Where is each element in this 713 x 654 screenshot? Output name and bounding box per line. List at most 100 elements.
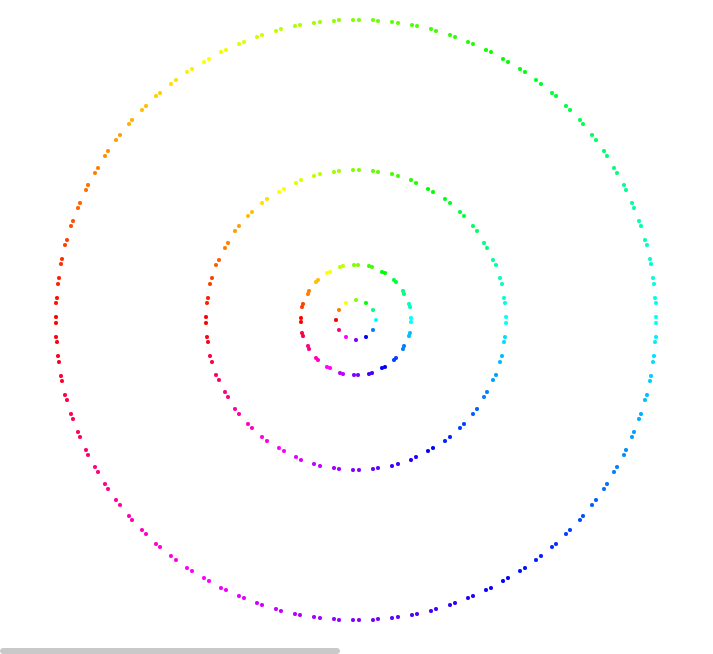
chart-dot: [639, 224, 643, 228]
chart-dot: [396, 462, 400, 466]
chart-dot: [564, 104, 568, 108]
chart-dot: [69, 224, 73, 228]
chart-dot: [396, 21, 400, 25]
chart-dot: [65, 238, 69, 242]
chart-dot: [594, 138, 598, 142]
chart-dot: [274, 607, 278, 611]
chart-dot: [654, 301, 658, 305]
horizontal-scrollbar[interactable]: [0, 648, 340, 654]
chart-dot: [643, 238, 647, 242]
chart-dot: [653, 296, 657, 300]
chart-dot: [60, 379, 64, 383]
chart-dot: [106, 487, 110, 491]
chart-dot: [59, 374, 63, 378]
chart-dot: [431, 446, 435, 450]
chart-dot: [300, 331, 304, 335]
chart-dot: [325, 365, 329, 369]
chart-dot: [602, 487, 606, 491]
chart-dot: [312, 615, 316, 619]
chart-dot: [390, 20, 394, 24]
chart-dot: [458, 426, 462, 430]
chart-dot: [475, 229, 479, 233]
chart-dot: [307, 289, 311, 293]
chart-dot: [443, 197, 447, 201]
chart-dot: [332, 617, 336, 621]
chart-dot: [581, 122, 585, 126]
chart-dot: [54, 335, 58, 339]
chart-dot: [57, 360, 61, 364]
chart-dot: [190, 569, 194, 573]
chart-dot: [624, 448, 628, 452]
chart-dot: [71, 417, 75, 421]
chart-dot: [491, 258, 495, 262]
chart-dot: [96, 166, 100, 170]
chart-dot: [293, 612, 297, 616]
chart-dot: [246, 422, 250, 426]
chart-dot: [337, 169, 341, 173]
chart-dot: [260, 33, 264, 37]
chart-dot: [554, 94, 558, 98]
chart-dot: [498, 360, 502, 364]
chart-dot: [409, 320, 413, 324]
chart-dot: [86, 453, 90, 457]
chart-dot: [334, 318, 338, 322]
chart-dot: [242, 596, 246, 600]
chart-dot: [65, 398, 69, 402]
chart-dot: [485, 246, 489, 250]
chart-dot: [250, 426, 254, 430]
chart-dot: [208, 354, 212, 358]
chart-dot: [390, 616, 394, 620]
chart-dot: [506, 576, 510, 580]
chart-dot: [568, 108, 572, 112]
chart-dot: [448, 33, 452, 37]
chart-dot: [632, 206, 636, 210]
chart-dot: [370, 265, 374, 269]
chart-dot: [630, 435, 634, 439]
chart-dot: [462, 422, 466, 426]
chart-dot: [205, 301, 209, 305]
chart-dot: [502, 296, 506, 300]
chart-dot: [60, 257, 64, 261]
chart-dot: [371, 169, 375, 173]
chart-dot: [277, 190, 281, 194]
chart-dot: [54, 315, 58, 319]
chart-dot: [471, 412, 475, 416]
chart-dot: [185, 566, 189, 570]
chart-dot: [63, 243, 67, 247]
chart-dot: [114, 138, 118, 142]
chart-dot: [484, 588, 488, 592]
chart-dot: [338, 371, 342, 375]
chart-dot: [54, 321, 58, 325]
chart-dot: [337, 308, 341, 312]
chart-dot: [415, 24, 419, 28]
chart-dot: [539, 554, 543, 558]
chart-dot: [214, 373, 218, 377]
chart-dot: [500, 282, 504, 286]
chart-dot: [651, 360, 655, 364]
chart-dot: [392, 358, 396, 362]
chart-dot: [394, 280, 398, 284]
chart-dot: [491, 378, 495, 382]
chart-dot: [534, 78, 538, 82]
chart-dot: [485, 390, 489, 394]
chart-dot: [645, 393, 649, 397]
chart-dot: [590, 133, 594, 137]
chart-dot: [396, 174, 400, 178]
chart-dot: [415, 612, 419, 616]
chart-dot: [140, 528, 144, 532]
chart-dot: [282, 449, 286, 453]
chart-dot: [242, 40, 246, 44]
chart-dot: [274, 29, 278, 33]
chart-dot: [55, 340, 59, 344]
chart-dot: [344, 301, 348, 305]
chart-dot: [356, 263, 360, 267]
chart-dot: [260, 435, 264, 439]
chart-dot: [426, 187, 430, 191]
chart-dot: [429, 609, 433, 613]
chart-dot: [255, 601, 259, 605]
chart-dot: [376, 170, 380, 174]
chart-dot: [637, 219, 641, 223]
chart-dot: [208, 282, 212, 286]
chart-dot: [206, 340, 210, 344]
chart-dot: [503, 301, 507, 305]
